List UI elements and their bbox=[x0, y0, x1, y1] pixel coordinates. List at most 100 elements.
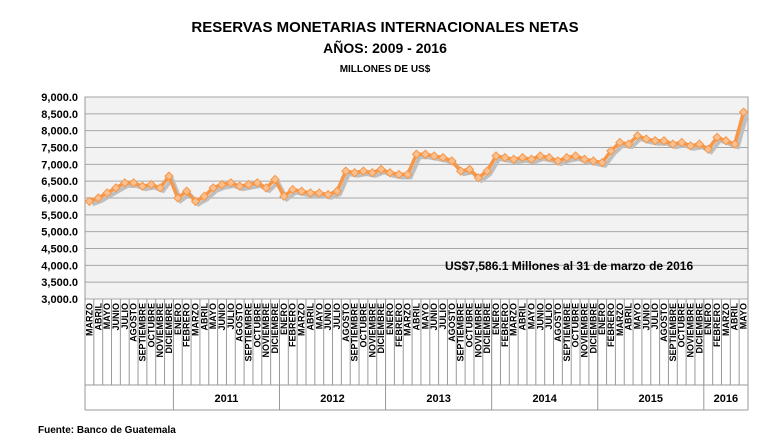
point-marker bbox=[190, 196, 201, 207]
point-marker bbox=[535, 151, 545, 161]
x-tick-label: MAYO bbox=[102, 303, 112, 329]
annotation: US$7,586.1 Millones al 31 de marzo de 20… bbox=[445, 259, 693, 273]
x-tick-label: MARZO bbox=[403, 303, 413, 336]
point-marker bbox=[137, 181, 148, 191]
point-marker bbox=[615, 137, 625, 148]
point-marker bbox=[252, 178, 263, 188]
point-marker bbox=[694, 139, 705, 149]
x-tick-label: SEPTIEMBRE bbox=[350, 303, 360, 362]
point-marker bbox=[146, 179, 157, 190]
x-tick-label: OCTUBRE bbox=[677, 303, 687, 348]
x-tick-label: ABRIL bbox=[199, 303, 209, 331]
x-tick-label: ABRIL bbox=[412, 303, 422, 331]
point-marker bbox=[455, 166, 466, 176]
x-tick-label: MAYO bbox=[633, 303, 643, 329]
point-marker bbox=[438, 152, 448, 163]
point-marker bbox=[597, 157, 607, 168]
x-tick-label: ENERO bbox=[703, 303, 713, 335]
point-marker bbox=[509, 154, 519, 164]
x-tick-label: ENERO bbox=[385, 303, 395, 335]
chart-title: RESERVAS MONETARIAS INTERNACIONALES NETA… bbox=[191, 19, 578, 36]
point-marker bbox=[332, 186, 342, 196]
point-marker bbox=[411, 149, 422, 159]
x-tick-label: FEBRERO bbox=[500, 303, 510, 347]
point-marker bbox=[553, 156, 563, 166]
x-tick-label: OCTUBRE bbox=[465, 303, 475, 348]
x-tick-label: JULIO bbox=[544, 303, 554, 330]
point-marker bbox=[579, 154, 590, 164]
x-tick-label: FEBRERO bbox=[606, 303, 616, 347]
x-tick-label: ABRIL bbox=[624, 303, 634, 331]
y-tick-label: 3,500.0 bbox=[41, 277, 78, 289]
x-tick-label: ABRIL bbox=[730, 303, 740, 331]
y-tick-label: 7,500.0 bbox=[41, 143, 78, 155]
x-tick-label: MARZO bbox=[191, 303, 201, 336]
x-tick-label: NOVIEMBRE bbox=[579, 303, 589, 358]
point-marker bbox=[120, 178, 130, 188]
point-marker bbox=[570, 151, 581, 161]
point-marker bbox=[623, 139, 634, 149]
point-marker bbox=[500, 152, 510, 163]
point-marker bbox=[526, 154, 537, 164]
year-label: 2014 bbox=[532, 393, 557, 405]
point-marker bbox=[314, 188, 324, 198]
y-tick-label: 8,000.0 bbox=[41, 126, 78, 138]
point-marker bbox=[738, 107, 749, 117]
point-marker bbox=[93, 193, 103, 203]
x-tick-label: SEPTIEMBRE bbox=[456, 303, 466, 362]
x-tick-label: JULIO bbox=[120, 303, 130, 330]
point-marker bbox=[685, 141, 696, 151]
point-marker bbox=[111, 183, 121, 193]
point-marker bbox=[173, 193, 183, 203]
point-marker bbox=[429, 151, 439, 161]
x-tick-label: SEPTIEMBRE bbox=[137, 303, 147, 362]
y-tick-label: 6,000.0 bbox=[41, 193, 78, 205]
point-marker bbox=[641, 134, 652, 144]
y-tick-label: 8,500.0 bbox=[41, 109, 78, 121]
point-marker bbox=[376, 164, 386, 175]
x-tick-label: ENERO bbox=[491, 303, 501, 335]
year-label: 2011 bbox=[215, 393, 239, 405]
point-marker bbox=[703, 144, 713, 154]
y-tick-label: 9,000.0 bbox=[41, 92, 78, 104]
year-label: 2012 bbox=[320, 393, 344, 405]
x-tick-label: ENERO bbox=[279, 303, 289, 335]
x-tick-label: JUNIO bbox=[111, 303, 121, 331]
x-tick-label: JUNIO bbox=[323, 303, 333, 331]
x-tick-label: DICIEMBRE bbox=[694, 303, 704, 354]
source: Fuente: Banco de Guatemala bbox=[38, 425, 176, 436]
year-label: 2015 bbox=[639, 393, 663, 405]
x-tick-label: NOVIEMBRE bbox=[473, 303, 483, 358]
x-tick-label: JULIO bbox=[650, 303, 660, 330]
x-tick-label: MARZO bbox=[509, 303, 519, 336]
point-marker bbox=[676, 137, 687, 148]
point-marker bbox=[261, 183, 271, 193]
point-marker bbox=[632, 131, 643, 141]
x-tick-label: JULIO bbox=[332, 303, 342, 330]
point-marker bbox=[234, 181, 245, 191]
y-tick-label: 4,500.0 bbox=[41, 244, 78, 256]
point-marker bbox=[385, 168, 395, 178]
point-marker bbox=[323, 189, 333, 200]
chart-subtitle: AÑOS: 2009 - 2016 bbox=[323, 39, 447, 56]
x-tick-label: ABRIL bbox=[93, 303, 103, 331]
x-tick-label: DICIEMBRE bbox=[482, 303, 492, 354]
point-marker bbox=[305, 188, 316, 198]
x-tick-label: DICIEMBRE bbox=[376, 303, 386, 354]
point-marker bbox=[341, 166, 351, 176]
point-marker bbox=[208, 183, 218, 193]
y-tick-label: 5,500.0 bbox=[41, 210, 78, 222]
x-tick-label: JUNIO bbox=[535, 303, 545, 331]
point-marker bbox=[217, 179, 227, 190]
x-tick-label: OCTUBRE bbox=[571, 303, 581, 348]
point-marker bbox=[367, 168, 378, 178]
unit-label: MILLONES DE US$ bbox=[340, 64, 431, 75]
y-tick-label: 4,000.0 bbox=[41, 260, 78, 272]
x-tick-label: NOVIEMBRE bbox=[261, 303, 271, 358]
x-tick-label: JUNIO bbox=[641, 303, 651, 331]
x-tick-label: NOVIEMBRE bbox=[367, 303, 377, 358]
point-marker bbox=[517, 152, 528, 163]
x-tick-label: MARZO bbox=[721, 303, 731, 336]
point-marker bbox=[721, 136, 731, 146]
